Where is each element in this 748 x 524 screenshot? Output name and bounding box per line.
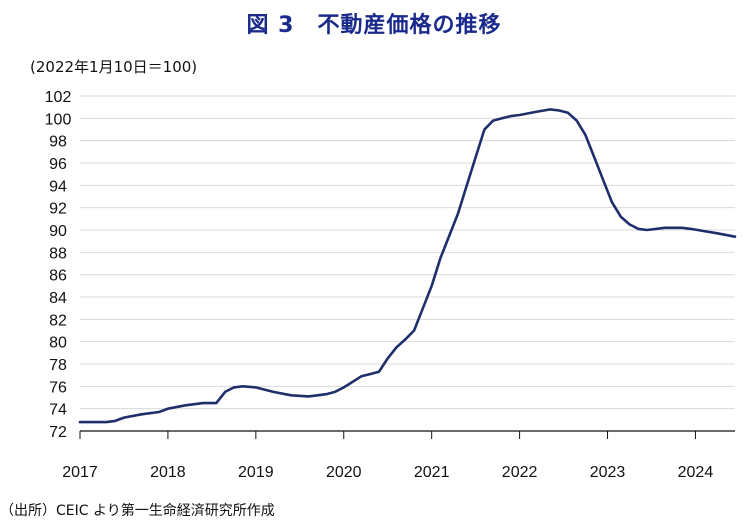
- y-tick-label: 90: [49, 223, 67, 240]
- x-tick-label: 2018: [150, 464, 186, 481]
- y-tick-label: 72: [49, 424, 67, 441]
- x-tick-label: 2019: [238, 464, 274, 481]
- x-axis-ticks: 2017 2018 2019 2020 2021 2022 2023 2024: [62, 431, 713, 481]
- y-unit-label: (2022年1月10日＝100): [30, 58, 198, 76]
- y-tick-label: 88: [49, 245, 67, 262]
- x-tick-label: 2022: [502, 464, 538, 481]
- x-tick-label: 2020: [326, 464, 362, 481]
- x-tick-label: 2017: [62, 464, 98, 481]
- y-tick-label: 86: [49, 268, 67, 285]
- y-tick-label: 100: [45, 111, 72, 128]
- x-tick-label: 2023: [590, 464, 626, 481]
- source-note: （出所）CEIC より第一生命経済研究所作成: [0, 503, 275, 519]
- y-tick-label: 96: [49, 156, 67, 173]
- y-tick-label: 92: [49, 201, 67, 218]
- y-tick-label: 82: [49, 312, 67, 329]
- y-tick-label: 102: [45, 89, 72, 106]
- gridlines: [80, 95, 735, 410]
- x-tick-label: 2024: [678, 464, 714, 481]
- x-tick-label: 2021: [414, 464, 450, 481]
- y-tick-label: 98: [49, 134, 67, 151]
- y-tick-label: 74: [49, 402, 67, 419]
- y-axis-ticks: 72 74 76 78 80 82 84 86 88 90 92 94 96 98 100 102: [45, 89, 72, 441]
- y-tick-label: 84: [49, 290, 67, 307]
- series-line-price-index: [78, 108, 737, 424]
- y-tick-label: 80: [49, 335, 67, 352]
- y-tick-label: 94: [49, 178, 67, 195]
- chart-title: 図 3 不動産価格の推移: [246, 13, 502, 38]
- y-tick-label: 78: [49, 357, 67, 374]
- y-tick-label: 76: [49, 379, 67, 396]
